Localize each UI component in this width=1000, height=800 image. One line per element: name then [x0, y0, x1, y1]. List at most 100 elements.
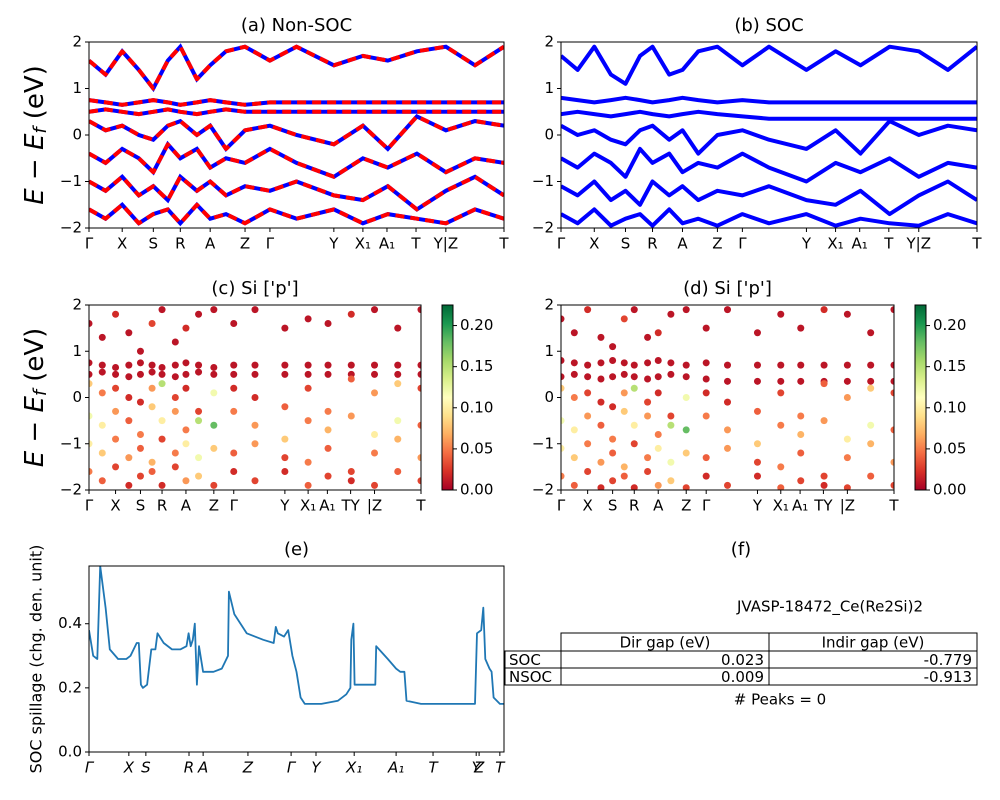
weight-point: [417, 370, 421, 378]
weight-point: [570, 394, 578, 401]
weight-point: [570, 359, 578, 367]
colorbar: [915, 305, 926, 490]
band-line: [89, 142, 504, 179]
weight-point: [570, 454, 578, 462]
y-tick-label: 0: [544, 126, 554, 144]
weight-point: [98, 361, 106, 369]
weight-point: [251, 440, 259, 448]
weight-point: [843, 394, 851, 401]
weight-point: [125, 454, 133, 462]
x-tick-label-italic: X₁: [345, 759, 362, 777]
weight-point: [281, 361, 289, 369]
weight-point: [702, 375, 710, 383]
weight-point: [890, 377, 894, 385]
weight-point: [890, 481, 894, 489]
weight-point: [324, 407, 332, 415]
weight-point: [158, 417, 166, 425]
weight-point: [125, 373, 133, 381]
weight-point: [630, 484, 638, 490]
x-tick-label: R: [157, 497, 167, 515]
x-tick-label: R: [647, 235, 657, 253]
weight-point: [561, 472, 565, 480]
weight-point: [251, 477, 259, 485]
weight-point: [89, 468, 93, 475]
weight-point: [281, 454, 289, 462]
band-line: [561, 119, 977, 156]
weight-point: [867, 329, 875, 337]
band-line: [89, 98, 504, 107]
weight-point: [281, 324, 289, 332]
weight-point: [667, 421, 675, 429]
x-tick-label: Γ: [85, 497, 94, 515]
weight-point: [890, 458, 894, 466]
weight-point: [148, 384, 156, 392]
x-tick-label-italic: A₁: [387, 759, 404, 777]
x-tick-label-italic: Y: [472, 759, 483, 777]
weight-point: [724, 398, 731, 406]
band-line: [89, 107, 504, 117]
weight-point: [620, 389, 628, 397]
x-tick-label: Γ: [738, 235, 747, 253]
weight-point: [609, 373, 617, 381]
weight-point: [630, 421, 638, 429]
y-label-sub: f: [30, 125, 51, 134]
weight-point: [125, 361, 133, 369]
table-cell: 0.009: [721, 668, 764, 686]
weight-point: [570, 370, 578, 378]
y-tick-label: −1: [60, 172, 82, 190]
panel-title: (d) Si ['p']: [683, 278, 772, 299]
weight-point: [753, 377, 761, 385]
weight-point: [182, 384, 190, 392]
weight-point: [797, 361, 805, 369]
weight-point: [182, 324, 190, 332]
weight-point: [148, 368, 156, 376]
weight-point: [753, 472, 761, 480]
x-tick-label: A₁: [792, 497, 808, 515]
y-tick-label: 1: [72, 79, 82, 97]
weight-point: [98, 333, 106, 341]
x-tick-label: T: [410, 235, 421, 253]
x-tick-label: Y: [752, 497, 763, 515]
y-tick-label: 2: [72, 33, 82, 51]
x-tick-label: X₁: [355, 235, 371, 253]
weight-point: [371, 431, 379, 438]
weight-point: [148, 458, 156, 466]
weight-point: [820, 361, 828, 369]
weight-point: [230, 449, 238, 457]
weight-point: [304, 458, 312, 466]
table-caption: JVASP-18472_Ce(Re2Si)2: [736, 598, 923, 617]
y-label-unit: (eV): [20, 328, 50, 382]
x-tick-label-italic: T: [495, 759, 506, 777]
weight-point: [158, 435, 166, 443]
plot-area: [89, 306, 421, 489]
x-tick-label-italic: Z: [242, 759, 254, 777]
weight-point: [867, 421, 875, 429]
weight-point: [724, 377, 731, 385]
weight-point: [843, 361, 851, 369]
weight-point: [777, 377, 785, 385]
weight-point: [682, 394, 690, 401]
y-label-main: E − E: [20, 396, 50, 468]
colorbar-tick-label: 0.15: [933, 357, 966, 375]
y-tick-label: 1: [544, 342, 554, 360]
weight-point: [609, 477, 617, 485]
weight-point: [371, 389, 379, 397]
weight-point: [561, 373, 565, 381]
band-line: [89, 174, 504, 212]
weight-point: [148, 403, 156, 411]
weight-point: [724, 361, 731, 369]
weight-point: [136, 444, 144, 452]
y-tick-label: 0: [72, 388, 82, 406]
weight-point: [777, 421, 785, 429]
x-tick-label: S: [149, 235, 159, 253]
weight-point: [136, 347, 144, 355]
weight-point: [125, 481, 133, 489]
weight-point: [182, 359, 190, 367]
weight-point: [702, 389, 710, 397]
x-tick-label-italic: A: [197, 759, 208, 777]
band-line: [561, 207, 977, 228]
x-tick-label-italic: T: [428, 759, 439, 777]
weight-point: [281, 468, 289, 475]
weight-point: [347, 412, 355, 420]
weight-point: [820, 380, 828, 388]
